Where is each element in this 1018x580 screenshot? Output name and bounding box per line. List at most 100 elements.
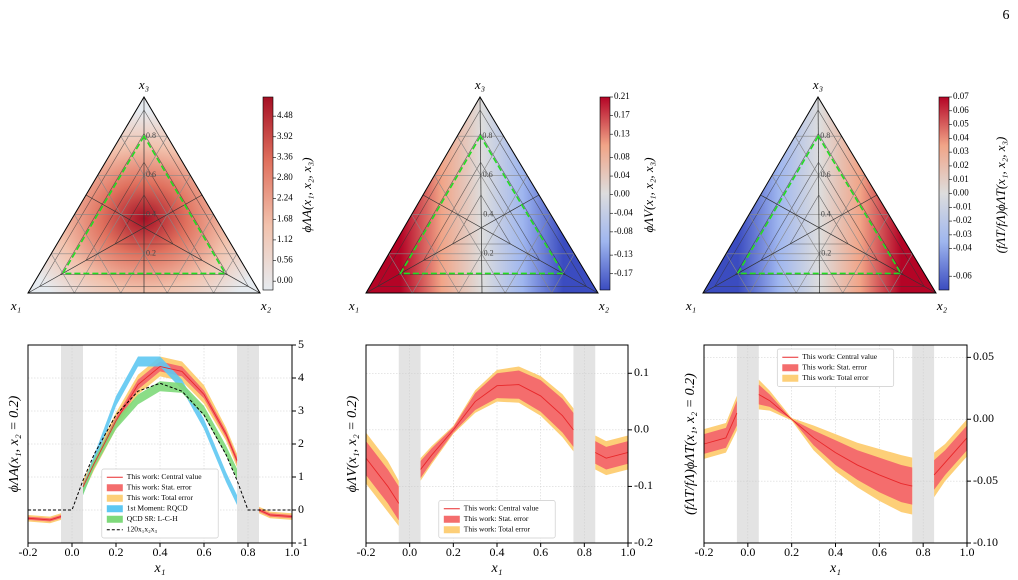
x-tick-label: 0.4	[490, 545, 505, 559]
colorbar-tick-label: 0.00	[953, 188, 969, 198]
x-tick-label: 0.2	[446, 545, 461, 559]
y-tick-label: 0.0	[634, 422, 649, 436]
grid-label: 0.2	[821, 249, 831, 258]
legend-label: This work: Stat. error	[802, 362, 867, 371]
legend-swatch	[106, 505, 123, 513]
colorbar	[599, 96, 611, 291]
plot-area	[703, 345, 968, 544]
error-band	[83, 356, 237, 506]
x-tick-label: 0.8	[577, 545, 592, 559]
legend-label: This work: Stat. error	[127, 482, 192, 491]
grid-label: 0.6	[821, 170, 831, 179]
legend-box	[776, 348, 895, 387]
colorbar-tick-label: 0.05	[953, 119, 969, 129]
legend-swatch	[106, 515, 123, 523]
colorbar-tick-label: -0.03	[953, 229, 972, 239]
colorbar-tick-label: 0.04	[953, 132, 969, 142]
x-axis-label: x₁	[153, 561, 165, 576]
colorbar	[262, 96, 274, 291]
y-tick-label: 0.00	[973, 411, 994, 425]
median-line	[85, 194, 261, 294]
colorbar-tick-label: 0.13	[614, 128, 630, 138]
ternary-fill	[703, 97, 936, 293]
median-line	[365, 194, 540, 294]
vertex-label: x₁	[685, 298, 696, 313]
grid-label: 0.4	[483, 209, 493, 218]
colorbar-tick-label: 4.48	[277, 110, 293, 120]
vertex-label: x₃	[812, 77, 823, 92]
x-tick-label: 0.2	[784, 545, 799, 559]
colorbar-tick-label: 0.56	[277, 255, 293, 265]
axes-frame	[365, 344, 629, 544]
y-tick-label: 4	[298, 370, 304, 384]
colorbar-tick-label: -0.04	[614, 207, 633, 217]
grid-label: 0.2	[484, 249, 494, 258]
y-axis-label: ϕΛV(x₁, x₂ = 0.2)	[345, 395, 360, 492]
x-tick-label: 1.0	[621, 545, 636, 559]
x-axis-label: x₁	[829, 561, 841, 576]
x-tick-label: 0.6	[197, 545, 212, 559]
grid-label: 0.6	[146, 170, 156, 179]
colorbar-tick-label: 0.00	[614, 189, 630, 199]
colorbar-tick-label: 0.01	[953, 174, 969, 184]
colorbar-tick-label: 0.03	[953, 146, 969, 156]
colorbar-label: ϕΛA(x₁, x₂, x₃)	[299, 157, 314, 232]
colorbar-tick-label: -0.08	[614, 226, 633, 236]
colorbar-tick-label: 0.04	[614, 170, 630, 180]
y-tick-label: 0.05	[973, 349, 994, 363]
x-tick-label: 0.4	[153, 545, 168, 559]
legend-swatch	[106, 494, 123, 502]
colorbar-tick-label: 1.12	[277, 234, 293, 244]
central-line	[365, 384, 629, 504]
y-tick-label: -0.05	[973, 473, 998, 487]
y-tick-label: 3	[298, 403, 304, 417]
x-tick-label: -0.2	[357, 545, 376, 559]
median-line	[817, 96, 820, 294]
y-axis-label: ϕΛA(x₁, x₂ = 0.2)	[7, 395, 22, 492]
vertex-label: x₂	[598, 298, 610, 313]
vertex-label: x₁	[348, 298, 359, 313]
grid-label: 0.2	[146, 249, 156, 258]
legend-label: 1st Moment: RQCD	[127, 503, 188, 512]
legend-swatch	[782, 364, 799, 372]
error-band	[366, 370, 628, 521]
legend-box	[438, 500, 556, 539]
legend-label: This work: Central value	[127, 472, 202, 481]
x-tick-label: 1.0	[960, 545, 975, 559]
axes-frame	[703, 344, 968, 544]
legend-swatch	[443, 526, 460, 534]
x-tick-label: 0.6	[533, 545, 548, 559]
vertex-label: x₃	[138, 77, 149, 92]
x-tick-label: 0.8	[916, 545, 931, 559]
colorbar	[938, 96, 950, 291]
y-tick-label: 0	[298, 502, 304, 516]
colorbar-tick-label: 0.08	[614, 152, 630, 162]
median-line	[479, 96, 483, 294]
x-tick-label: -0.2	[695, 545, 714, 559]
colorbar-tick-label: -0.06	[953, 270, 972, 280]
vertex-label: x₂	[936, 298, 948, 313]
colorbar-tick-label: -0.04	[953, 243, 972, 253]
median-line	[422, 194, 599, 294]
axes-frame	[27, 344, 293, 544]
x-tick-label: 0.2	[109, 545, 124, 559]
colorbar-tick-label: 2.80	[277, 172, 293, 182]
median-line	[702, 194, 878, 294]
error-band	[704, 384, 967, 505]
reference-line	[28, 382, 292, 511]
legend-label: 120x₁x₂x₃	[127, 524, 158, 533]
colorbar-tick-label: 3.36	[277, 151, 293, 161]
grid-label: 0.4	[146, 209, 156, 218]
colorbar-tick-label: 0.00	[277, 275, 293, 285]
grid-label: 0.8	[482, 131, 492, 140]
legend-label: QCD SR: L-C-H	[127, 514, 178, 523]
colorbar-tick-label: 0.21	[614, 91, 630, 101]
central-line	[27, 365, 293, 521]
legend-label: This work: Stat. error	[464, 514, 529, 523]
x-tick-label: 1.0	[285, 545, 300, 559]
central-line	[703, 394, 968, 487]
region-boundary	[61, 134, 227, 275]
region-boundary	[399, 134, 565, 275]
